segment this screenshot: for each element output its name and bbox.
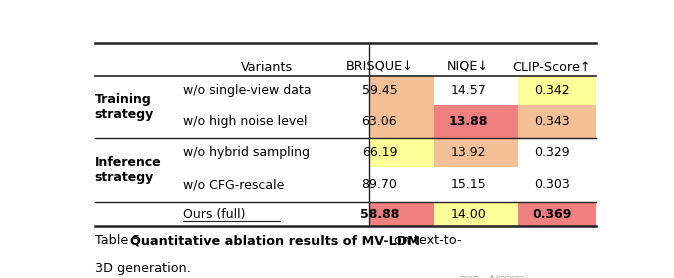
Text: 66.19: 66.19 [362,146,397,159]
Text: 63.06: 63.06 [361,115,397,128]
Text: NIQE↓: NIQE↓ [447,61,489,74]
Text: Table 5.: Table 5. [94,235,152,247]
Text: w/o single-view data: w/o single-view data [183,84,312,97]
Text: 14.57: 14.57 [450,84,486,97]
Text: Variants: Variants [241,61,293,74]
Bar [434,105,518,138]
Text: Training
strategy: Training strategy [94,93,154,121]
Text: 58.88: 58.88 [360,208,399,221]
Text: w/o CFG-rescale: w/o CFG-rescale [183,178,285,191]
Text: Ours (full): Ours (full) [183,208,246,221]
Bar [369,138,434,167]
Bar [369,105,434,138]
Text: 0.329: 0.329 [534,146,570,159]
Bar [518,202,596,226]
Text: on text-to-: on text-to- [390,235,462,247]
Text: Quantitative ablation results of MV-LDM: Quantitative ablation results of MV-LDM [130,235,420,247]
Text: BRISQUE↓: BRISQUE↓ [346,61,413,74]
Bar [434,202,518,226]
Text: 15.15: 15.15 [450,178,486,191]
Bar [369,76,434,105]
Bar [369,202,434,226]
Text: CLIP-Score↑: CLIP-Score↑ [512,61,591,74]
Text: 89.70: 89.70 [361,178,397,191]
Text: 13.92: 13.92 [450,146,486,159]
Text: w/o hybrid sampling: w/o hybrid sampling [183,146,311,159]
Bar [434,138,518,167]
Text: Inference
strategy: Inference strategy [94,156,162,184]
Text: 59.45: 59.45 [361,84,397,97]
Text: 0.342: 0.342 [534,84,570,97]
Text: 13.88: 13.88 [448,115,488,128]
Text: 0.343: 0.343 [534,115,570,128]
Text: w/o high noise level: w/o high noise level [183,115,308,128]
Text: 3D generation.: 3D generation. [94,262,191,275]
Bar [518,105,596,138]
Text: 0.303: 0.303 [534,178,570,191]
Bar [518,76,596,105]
Text: 14.00: 14.00 [450,208,486,221]
Text: 0.369: 0.369 [532,208,572,221]
Text: 公众号 · AI生成未来: 公众号 · AI生成未来 [460,275,524,278]
